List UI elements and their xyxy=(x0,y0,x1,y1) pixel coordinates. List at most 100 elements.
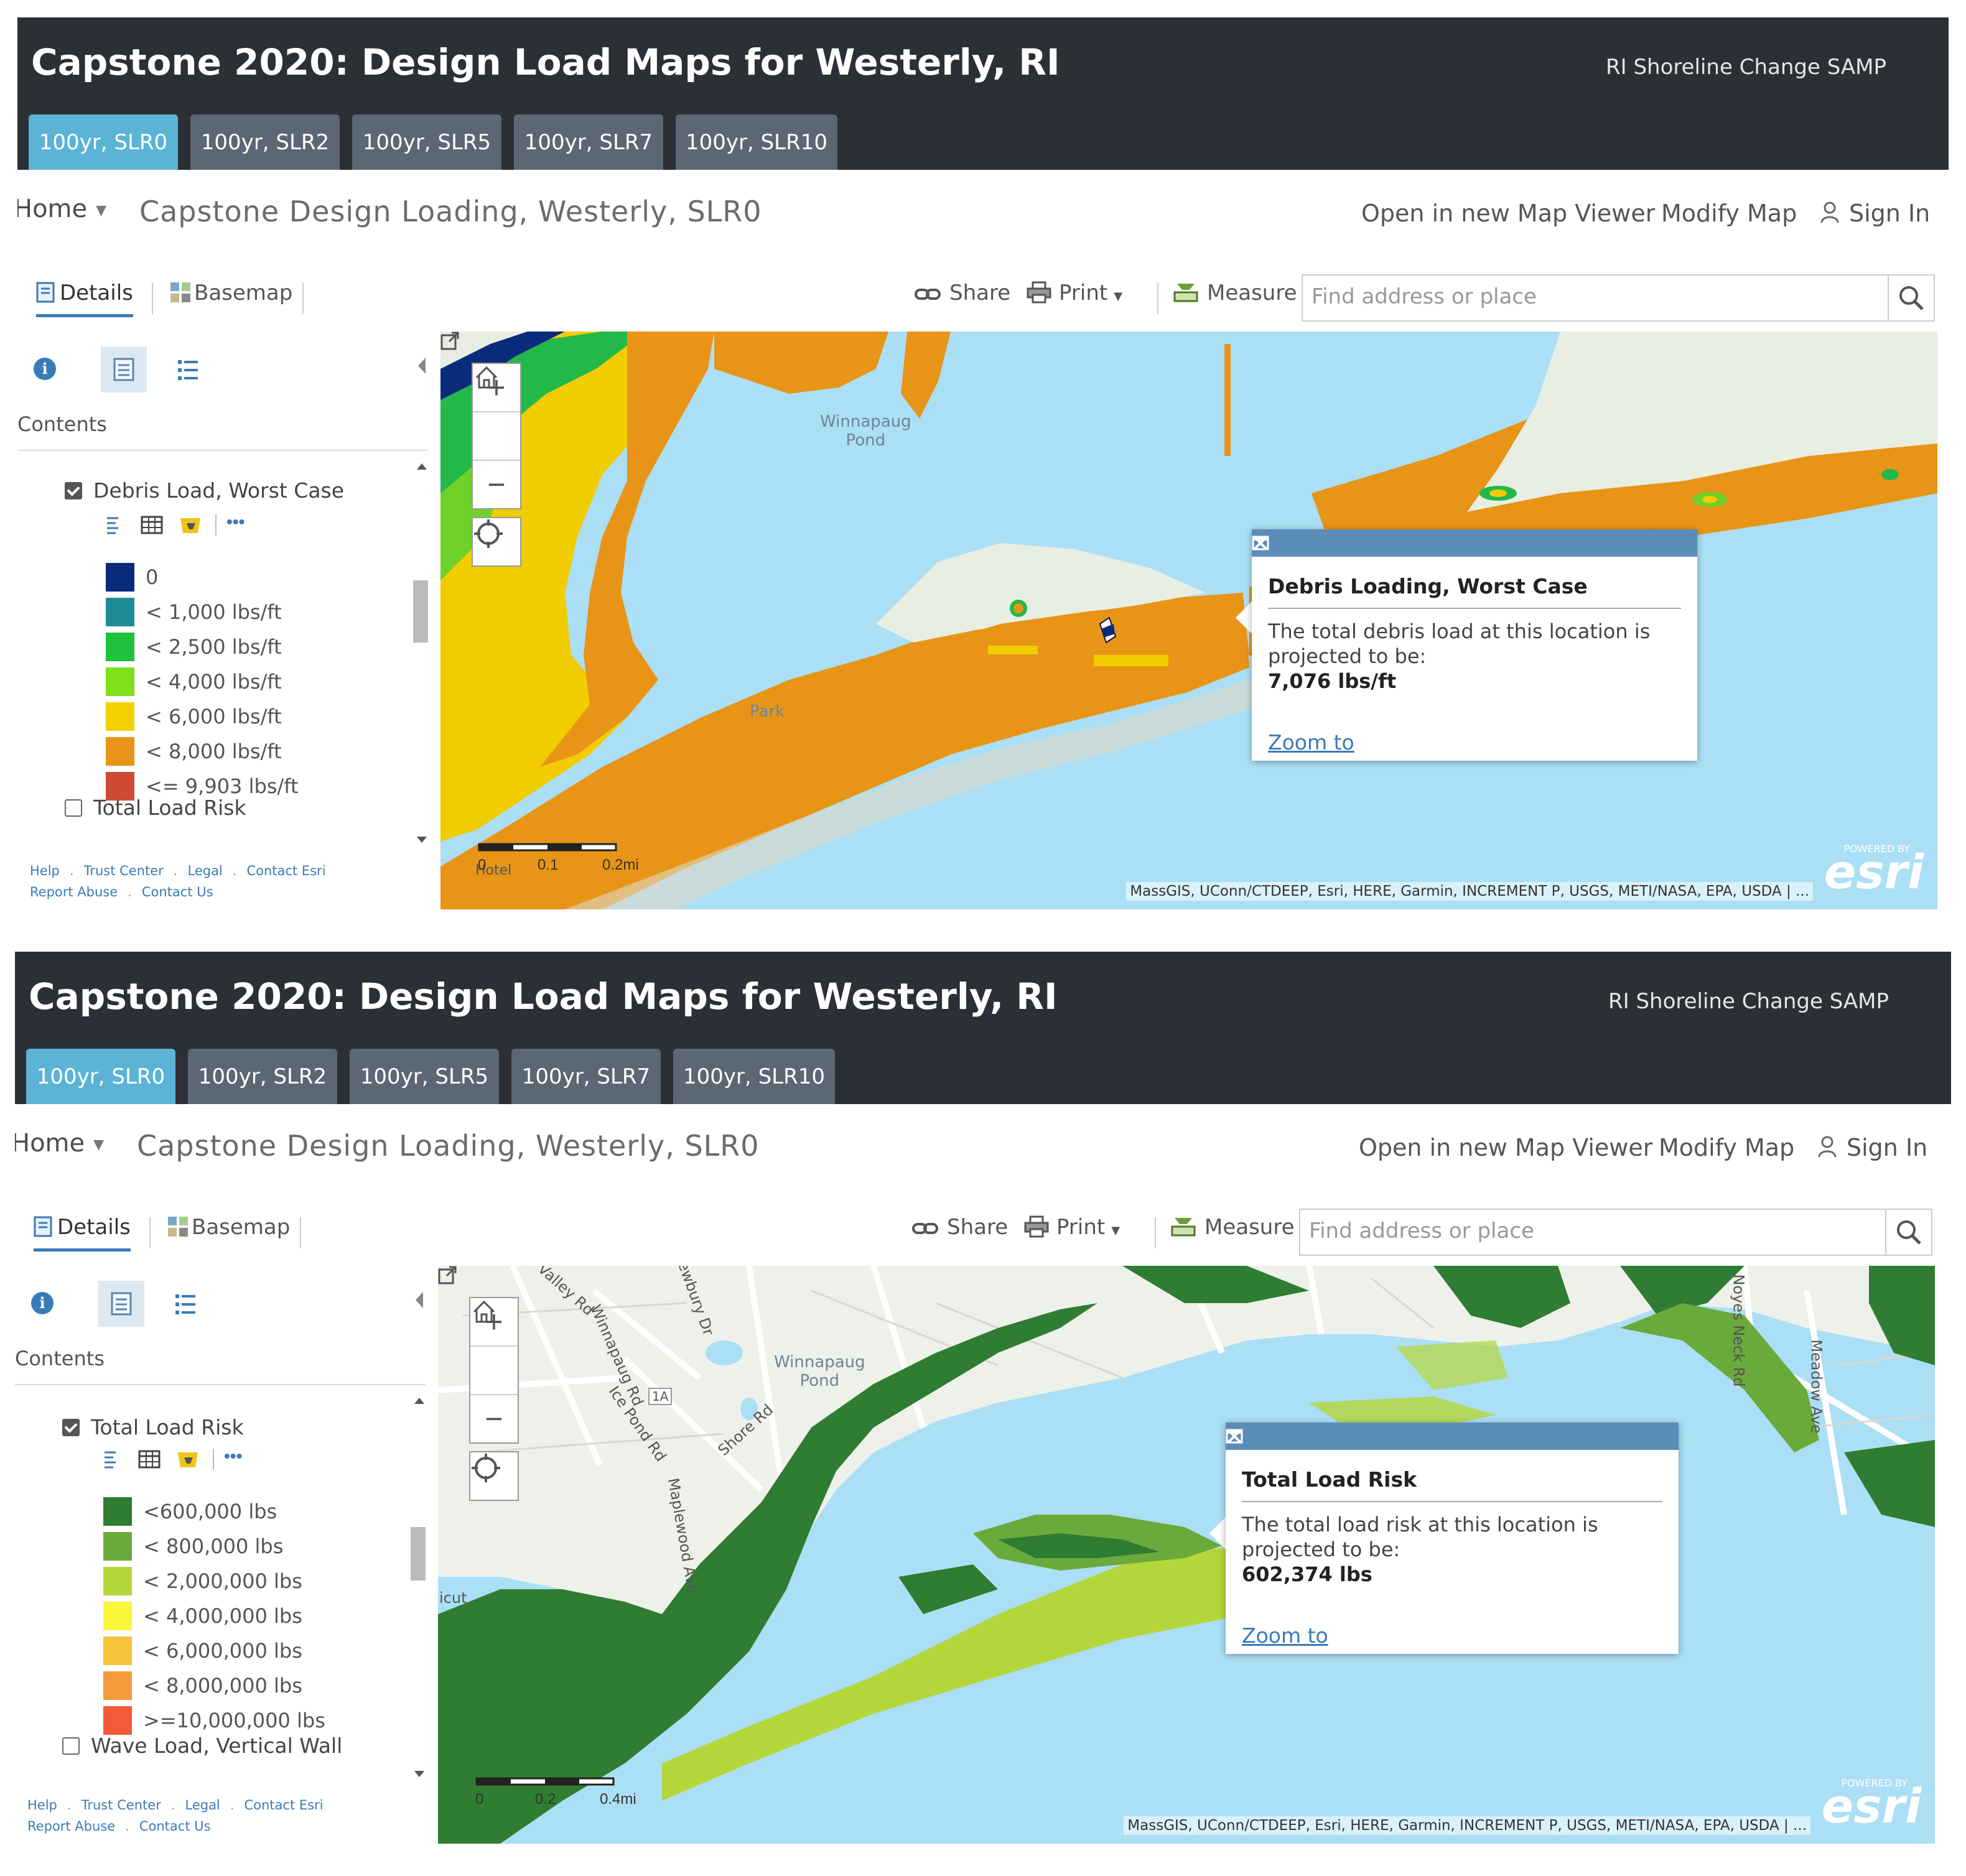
modify-map-link[interactable]: Modify Map xyxy=(1659,1134,1795,1161)
zoom-to-link[interactable]: Zoom to xyxy=(1268,730,1354,755)
more-icon[interactable]: ••• xyxy=(224,1446,243,1465)
map-view[interactable]: Winnapaug Pond Park Hotel + − Debris Loa… xyxy=(440,332,1937,909)
close-icon[interactable] xyxy=(1252,534,1269,552)
footer-link-contact-esri[interactable]: Contact Esri xyxy=(246,863,326,878)
measure-button[interactable]: Measure xyxy=(1171,1215,1295,1240)
tab-slr2[interactable]: 100yr, SLR2 xyxy=(188,1049,337,1104)
tab-slr2[interactable]: 100yr, SLR2 xyxy=(190,114,340,170)
sidebar-scrollbar[interactable] xyxy=(411,1396,428,1782)
details-button[interactable]: Details xyxy=(36,281,133,317)
legend-icon[interactable] xyxy=(175,358,200,383)
footer-link-trust[interactable]: Trust Center xyxy=(83,863,164,878)
table-icon[interactable] xyxy=(141,514,163,536)
home-menu[interactable]: Home ▼ xyxy=(15,1129,104,1158)
home-extent-button[interactable] xyxy=(470,1300,518,1395)
tab-slr5[interactable]: 100yr, SLR5 xyxy=(350,1049,499,1104)
print-button[interactable]: Print ▼ xyxy=(1027,281,1122,305)
table-icon[interactable] xyxy=(138,1449,161,1470)
search-input[interactable]: Find address or place xyxy=(1309,1219,1534,1243)
locate-button[interactable] xyxy=(472,517,521,567)
collapse-left-icon[interactable] xyxy=(416,356,428,375)
layer-toggle-wave-load[interactable]: Wave Load, Vertical Wall xyxy=(62,1734,342,1758)
content-tab[interactable] xyxy=(98,1281,144,1327)
legend-swatch xyxy=(103,1671,132,1700)
search-input[interactable]: Find address or place xyxy=(1311,284,1537,309)
printer-icon xyxy=(1024,1215,1049,1238)
basemap-button[interactable]: Basemap xyxy=(169,281,292,305)
print-button[interactable]: Print ▼ xyxy=(1024,1215,1120,1240)
toolbar-divider xyxy=(152,283,153,314)
more-icon[interactable]: ••• xyxy=(226,512,245,531)
tab-slr5[interactable]: 100yr, SLR5 xyxy=(352,114,501,170)
footer-link-legal[interactable]: Legal xyxy=(185,1798,220,1813)
filter-icon[interactable] xyxy=(105,514,126,536)
footer-link-contact-esri[interactable]: Contact Esri xyxy=(244,1798,324,1813)
measure-icon xyxy=(1173,284,1198,302)
search-button[interactable] xyxy=(1888,276,1934,320)
share-button[interactable]: Share xyxy=(915,281,1010,305)
style-icon[interactable] xyxy=(175,1449,200,1470)
share-button[interactable]: Share xyxy=(912,1215,1008,1240)
sign-in-link[interactable]: Sign In xyxy=(1820,200,1930,227)
printer-icon xyxy=(1027,281,1051,304)
footer-link-report[interactable]: Report Abuse xyxy=(27,1819,116,1834)
collapse-left-icon[interactable] xyxy=(413,1291,426,1309)
expand-icon[interactable] xyxy=(438,1266,457,1284)
filter-icon[interactable] xyxy=(102,1449,123,1470)
popup-body: The total debris load at this location i… xyxy=(1268,619,1666,694)
measure-button[interactable]: Measure xyxy=(1173,281,1297,305)
open-map-viewer-link[interactable]: Open in new Map Viewer xyxy=(1359,1134,1653,1161)
scroll-thumb[interactable] xyxy=(413,580,428,643)
maximize-icon[interactable] xyxy=(1226,1429,1243,1444)
locate-button[interactable] xyxy=(469,1451,519,1501)
footer-link-help[interactable]: Help xyxy=(27,1798,57,1813)
details-button[interactable]: Details xyxy=(34,1215,131,1251)
legend-icon[interactable] xyxy=(173,1292,198,1317)
info-icon[interactable]: i xyxy=(30,1291,55,1316)
layer-toggle-total-load[interactable]: Total Load Risk xyxy=(62,1415,244,1439)
footer-link-contact-us[interactable]: Contact Us xyxy=(139,1819,211,1834)
zoom-out-button[interactable]: − xyxy=(473,461,520,508)
style-icon[interactable] xyxy=(178,514,203,536)
close-icon[interactable] xyxy=(1226,1428,1243,1445)
footer-link-report[interactable]: Report Abuse xyxy=(30,885,118,899)
tab-slr0[interactable]: 100yr, SLR0 xyxy=(29,114,178,170)
tab-slr10[interactable]: 100yr, SLR10 xyxy=(676,114,837,170)
legend-swatch xyxy=(103,1637,132,1665)
modify-map-link[interactable]: Modify Map xyxy=(1661,200,1797,227)
map-view[interactable]: Winnapaug Pond Valley Rd Winnapaug Rd Sh… xyxy=(438,1266,1935,1844)
basemap-icon xyxy=(170,282,190,302)
home-label: Home xyxy=(17,195,88,223)
footer-link-trust[interactable]: Trust Center xyxy=(81,1798,161,1813)
maximize-icon[interactable] xyxy=(1252,536,1269,550)
search-box: Find address or place xyxy=(1302,274,1935,322)
layer-toggle-debris[interactable]: Debris Load, Worst Case xyxy=(65,478,344,503)
expand-icon[interactable] xyxy=(440,332,459,350)
content-tab[interactable] xyxy=(101,346,147,392)
info-icon[interactable]: i xyxy=(32,356,57,381)
layer-toggle-total-load[interactable]: Total Load Risk xyxy=(65,796,246,820)
zoom-to-link[interactable]: Zoom to xyxy=(1242,1623,1328,1648)
map-label-hotel: Hotel xyxy=(475,863,512,878)
search-button[interactable] xyxy=(1885,1210,1931,1255)
basemap-button[interactable]: Basemap xyxy=(167,1215,290,1240)
sidebar-scrollbar[interactable] xyxy=(413,462,431,848)
attribution: MassGIS, UConn/CTDEEP, Esri, HERE, Garmi… xyxy=(1126,882,1813,901)
tab-slr7[interactable]: 100yr, SLR7 xyxy=(514,114,663,170)
tab-slr0[interactable]: 100yr, SLR0 xyxy=(26,1049,175,1104)
home-extent-button[interactable] xyxy=(473,366,520,461)
sign-in-link[interactable]: Sign In xyxy=(1818,1134,1927,1161)
home-menu[interactable]: Home ▼ xyxy=(17,195,106,223)
tab-slr7[interactable]: 100yr, SLR7 xyxy=(511,1049,661,1104)
scroll-thumb[interactable] xyxy=(411,1527,426,1581)
checkbox-checked-icon xyxy=(62,1419,80,1436)
zoom-out-button[interactable]: − xyxy=(470,1395,518,1442)
footer-link-contact-us[interactable]: Contact Us xyxy=(141,885,213,899)
tab-slr10[interactable]: 100yr, SLR10 xyxy=(673,1049,835,1104)
footer-link-help[interactable]: Help xyxy=(30,863,60,878)
footer-link-legal[interactable]: Legal xyxy=(187,863,223,878)
toolbar-divider xyxy=(300,1217,301,1248)
open-map-viewer-link[interactable]: Open in new Map Viewer xyxy=(1361,200,1656,227)
esri-logo: esri xyxy=(1824,844,1924,899)
sidebar: i Contents Total Load Risk ••• <600,000 … xyxy=(15,1266,438,1844)
